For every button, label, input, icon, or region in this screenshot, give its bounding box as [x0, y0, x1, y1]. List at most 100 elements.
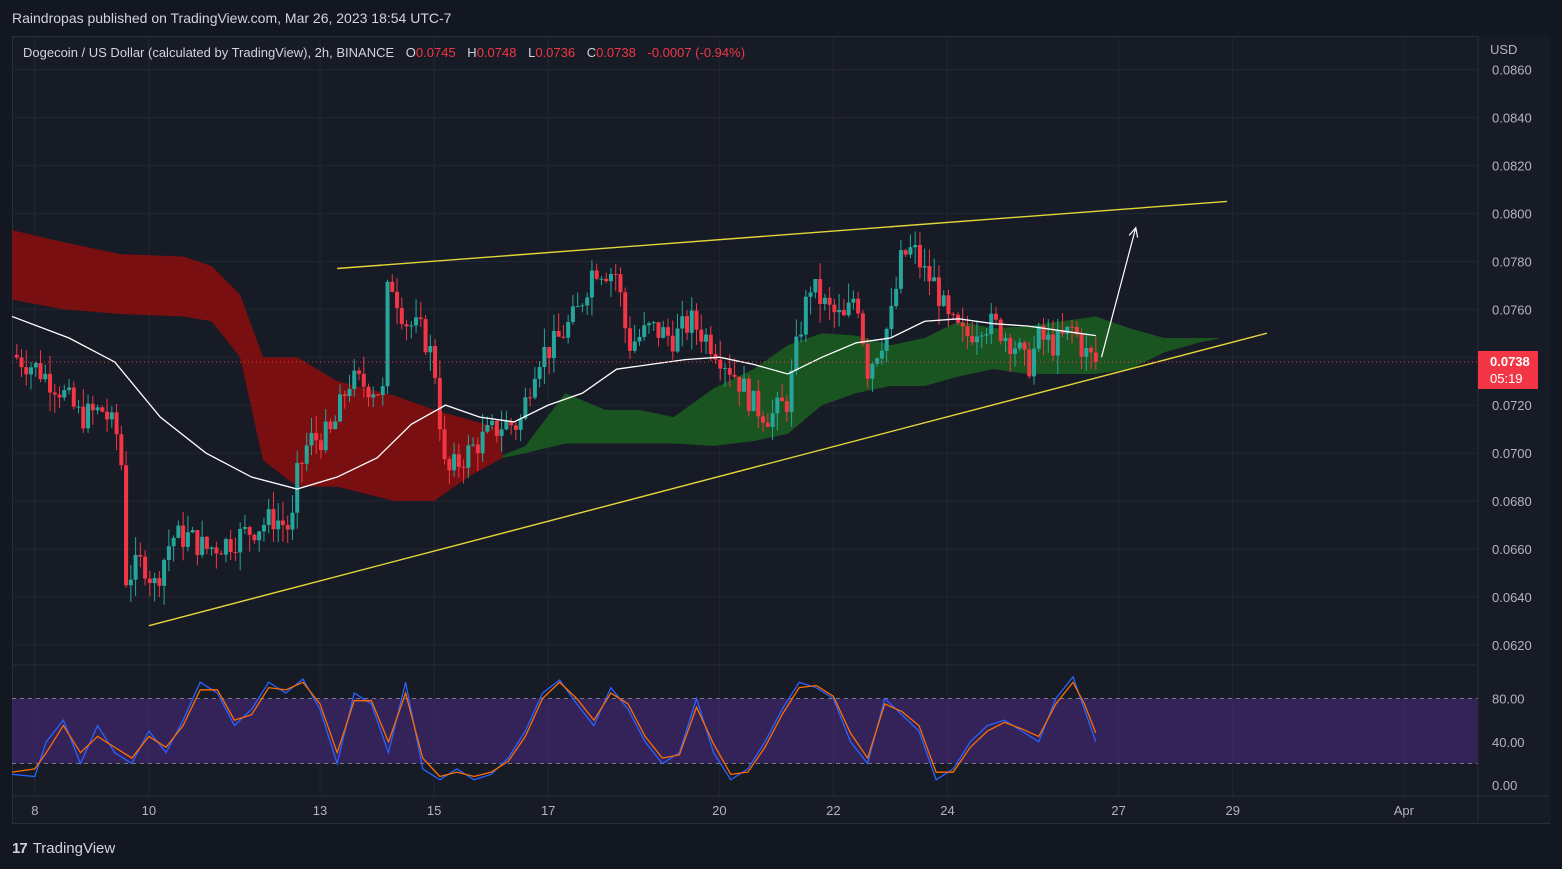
candle-body[interactable] [14, 354, 19, 358]
candle-body[interactable] [43, 373, 48, 380]
candle-body[interactable] [642, 325, 647, 337]
candle-body[interactable] [936, 277, 941, 306]
candle-body[interactable] [604, 278, 609, 282]
candle-body[interactable] [827, 297, 832, 305]
candle-body[interactable] [898, 250, 903, 289]
candle-body[interactable] [623, 292, 628, 329]
candle-body[interactable] [775, 397, 780, 414]
candle-body[interactable] [38, 363, 43, 380]
candle-body[interactable] [513, 425, 518, 430]
candle-body[interactable] [48, 373, 53, 393]
candle-body[interactable] [147, 578, 152, 584]
candle-body[interactable] [780, 397, 785, 402]
candle-body[interactable] [818, 278, 823, 304]
candle-body[interactable] [366, 386, 371, 398]
candle-body[interactable] [485, 425, 490, 432]
candle-body[interactable] [756, 390, 761, 417]
candle-body[interactable] [504, 421, 509, 430]
candle-body[interactable] [1084, 347, 1089, 357]
candle-body[interactable] [1079, 334, 1084, 357]
candle-body[interactable] [589, 270, 594, 298]
candle-body[interactable] [166, 546, 171, 560]
candle-body[interactable] [661, 327, 666, 338]
candle-body[interactable] [528, 397, 533, 399]
candle-body[interactable] [471, 444, 476, 446]
candle-body[interactable] [723, 368, 728, 370]
candle-body[interactable] [304, 445, 309, 464]
candle-body[interactable] [185, 532, 190, 547]
candle-body[interactable] [594, 270, 599, 279]
candle-body[interactable] [337, 394, 342, 422]
candle-body[interactable] [1046, 334, 1051, 340]
candle-body[interactable] [903, 250, 908, 255]
candle-body[interactable] [71, 387, 76, 407]
candle-body[interactable] [209, 547, 214, 549]
candle-body[interactable] [76, 406, 81, 408]
candle-body[interactable] [1074, 327, 1079, 335]
candle-body[interactable] [627, 328, 632, 351]
candle-body[interactable] [922, 266, 927, 268]
candle-body[interactable] [261, 525, 266, 532]
candle-body[interactable] [105, 411, 110, 420]
candle-body[interactable] [371, 394, 376, 398]
last-price-badge[interactable] [1478, 350, 1538, 389]
candle-body[interactable] [699, 329, 704, 342]
candle-body[interactable] [946, 295, 951, 314]
candle-body[interactable] [599, 278, 604, 280]
candle-body[interactable] [556, 330, 561, 337]
candle-body[interactable] [856, 298, 861, 314]
candle-body[interactable] [585, 297, 590, 306]
candle-body[interactable] [941, 295, 946, 306]
candle-body[interactable] [318, 440, 323, 451]
candle-body[interactable] [542, 346, 547, 368]
candle-body[interactable] [499, 429, 504, 436]
candle-body[interactable] [162, 559, 167, 586]
candle-body[interactable] [404, 324, 409, 327]
candle-body[interactable] [171, 537, 176, 547]
candle-body[interactable] [195, 530, 200, 555]
candle-body[interactable] [708, 334, 713, 354]
candle-body[interactable] [908, 247, 913, 255]
candle-body[interactable] [86, 403, 91, 429]
candle-body[interactable] [395, 291, 400, 308]
candle-body[interactable] [447, 459, 452, 471]
candle-body[interactable] [285, 524, 290, 530]
candle-body[interactable] [233, 552, 238, 554]
candle-body[interactable] [884, 328, 889, 351]
candle-body[interactable] [57, 394, 62, 398]
candle-body[interactable] [333, 421, 338, 430]
candle-body[interactable] [632, 341, 637, 351]
candle-body[interactable] [428, 345, 433, 353]
candle-body[interactable] [841, 310, 846, 316]
candle-body[interactable] [361, 373, 366, 387]
candle-body[interactable] [295, 462, 300, 513]
candle-body[interactable] [742, 378, 747, 392]
candle-body[interactable] [247, 527, 252, 535]
tradingview-logo-icon[interactable]: 17 [12, 839, 28, 857]
candle-body[interactable] [1027, 349, 1032, 377]
candle-body[interactable] [618, 274, 623, 293]
candle-body[interactable] [399, 307, 404, 325]
candle-body[interactable] [1051, 334, 1056, 356]
candle-body[interactable] [580, 305, 585, 307]
candle-body[interactable] [718, 359, 723, 369]
candle-body[interactable] [81, 406, 86, 429]
candle-body[interactable] [646, 323, 651, 326]
candle-body[interactable] [998, 319, 1003, 342]
candle-body[interactable] [1003, 337, 1008, 342]
candle-body[interactable] [875, 358, 880, 364]
candle-body[interactable] [461, 466, 466, 468]
candle-body[interactable] [979, 335, 984, 337]
candle-body[interactable] [143, 556, 148, 579]
candle-body[interactable] [960, 322, 965, 327]
candle-body[interactable] [551, 330, 556, 359]
candle-body[interactable] [1036, 325, 1041, 349]
candle-body[interactable] [846, 302, 851, 316]
candle-body[interactable] [651, 322, 656, 324]
candle-body[interactable] [765, 422, 770, 427]
candle-body[interactable] [794, 336, 799, 371]
lower-trendline[interactable] [148, 332, 1268, 627]
candle-body[interactable] [176, 525, 181, 538]
candle-body[interactable] [1032, 348, 1037, 377]
currency-label[interactable]: USD [1490, 42, 1517, 57]
